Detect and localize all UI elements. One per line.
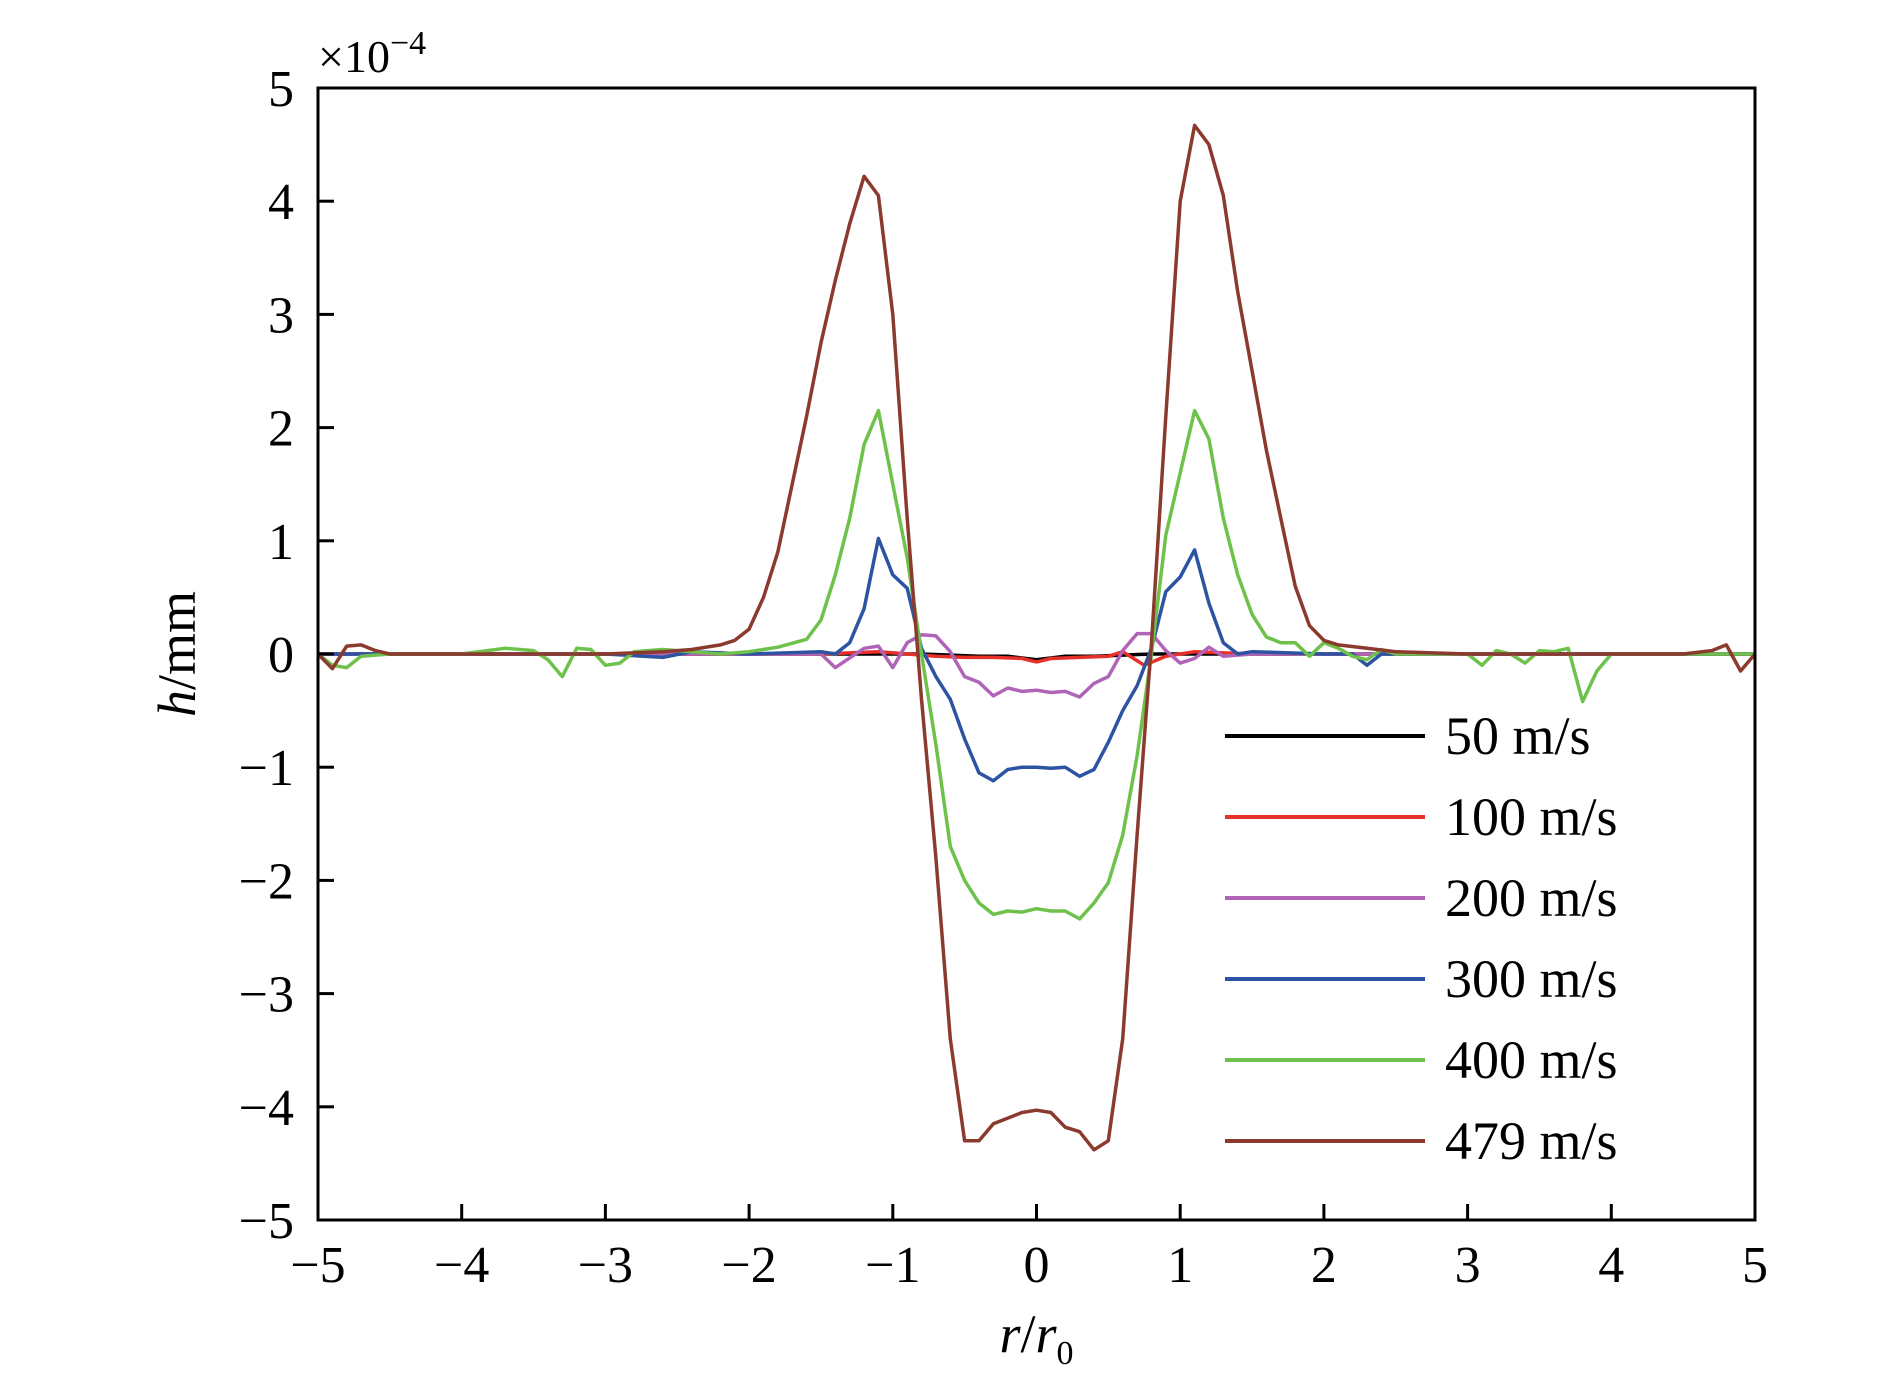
x-axis-label: r/r0: [999, 1304, 1073, 1372]
x-tick-label: 5: [1742, 1237, 1768, 1294]
legend-label: 400 m/s: [1445, 1030, 1618, 1090]
y-tick-label: 4: [268, 174, 294, 231]
y-tick-label: 2: [268, 401, 294, 458]
y-tick-label: 3: [268, 287, 294, 344]
x-tick-label: −5: [290, 1237, 345, 1294]
x-tick-label: 4: [1598, 1237, 1624, 1294]
legend-label: 300 m/s: [1445, 949, 1618, 1009]
x-tick-label: 2: [1311, 1237, 1337, 1294]
y-tick-label: −5: [239, 1193, 294, 1250]
y-scale-multiplier: ×10−4: [318, 25, 426, 82]
y-axis-label: h/mm: [147, 591, 207, 717]
x-tick-label: −3: [578, 1237, 633, 1294]
legend-label: 479 m/s: [1445, 1111, 1618, 1171]
y-tick-label: 5: [268, 61, 294, 118]
x-tick-label: 1: [1167, 1237, 1193, 1294]
legend-label: 100 m/s: [1445, 787, 1618, 847]
y-tick-label: 1: [268, 514, 294, 571]
legend-label: 50 m/s: [1445, 706, 1591, 766]
legend-label: 200 m/s: [1445, 868, 1618, 928]
legend: 50 m/s 100 m/s 200 m/s 300 m/s 400 m/s 479 m/…: [1225, 706, 1618, 1171]
series-line-4: [318, 536, 1755, 783]
x-tick-label: −2: [721, 1237, 776, 1294]
y-tick-label: −3: [239, 967, 294, 1024]
y-tick-label: −4: [239, 1080, 294, 1137]
x-tick-label: 0: [1024, 1237, 1050, 1294]
y-tick-label: −2: [239, 853, 294, 910]
x-tick-label: 3: [1455, 1237, 1481, 1294]
series-line-3: [318, 631, 1755, 699]
y-axis-ticks: −5 −4 −3 −2 −1 0 1 2 3 4 5: [239, 61, 334, 1250]
x-axis-ticks: −5 −4 −3 −2 −1 0 1 2 3 4 5: [290, 1204, 1768, 1294]
series-line-6: [316, 123, 1757, 1152]
series-layer: [316, 123, 1757, 1152]
y-tick-label: 0: [268, 627, 294, 684]
y-tick-label: −1: [239, 740, 294, 797]
x-tick-label: −1: [865, 1237, 920, 1294]
x-tick-label: −4: [434, 1237, 489, 1294]
